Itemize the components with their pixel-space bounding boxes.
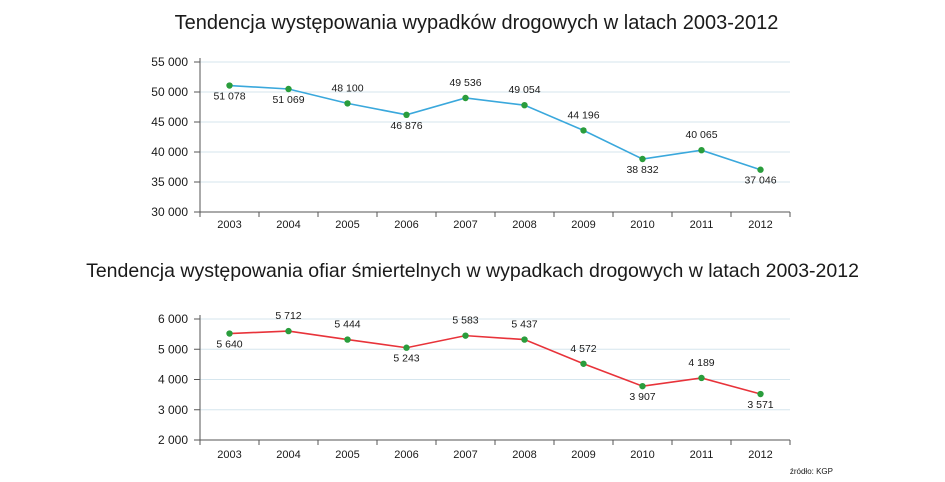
data-label: 4 572 <box>570 343 596 355</box>
y-tick-label: 40 000 <box>151 145 188 159</box>
data-point <box>757 390 764 398</box>
data-label: 48 100 <box>331 82 363 94</box>
data-label: 5 712 <box>275 310 301 322</box>
data-point <box>521 336 528 343</box>
x-tick-label: 2008 <box>512 219 536 231</box>
x-tick-label: 2010 <box>630 449 654 461</box>
data-point <box>403 344 410 351</box>
data-label: 5 444 <box>334 319 360 331</box>
data-label: 44 196 <box>567 109 599 121</box>
source-note: źródło: KGP <box>789 467 833 476</box>
data-point <box>285 85 292 93</box>
x-tick-label: 2007 <box>453 219 477 231</box>
data-point <box>698 374 705 382</box>
data-point <box>698 147 705 154</box>
data-point <box>285 327 292 335</box>
y-tick-label: 4 000 <box>158 373 188 387</box>
series-line <box>229 84 761 171</box>
data-label: 40 065 <box>685 129 717 141</box>
data-point <box>403 111 410 119</box>
data-label: 49 054 <box>508 84 540 96</box>
data-label: 5 243 <box>393 353 419 365</box>
data-label: 3 571 <box>747 399 773 411</box>
x-tick-label: 2009 <box>571 449 595 461</box>
data-label: 51 069 <box>272 94 304 106</box>
y-tick-label: 35 000 <box>151 175 188 189</box>
data-point <box>462 332 469 339</box>
x-tick-label: 2005 <box>335 219 359 231</box>
y-tick-label: 50 000 <box>151 85 188 99</box>
data-label: 4 189 <box>688 357 714 369</box>
data-label: 5 640 <box>216 339 242 351</box>
data-label: 37 046 <box>744 175 776 187</box>
data-label: 5 583 <box>452 315 478 327</box>
data-point <box>521 102 528 109</box>
x-tick-label: 2004 <box>276 449 300 461</box>
data-label: 49 536 <box>449 77 481 89</box>
data-point <box>580 127 587 134</box>
x-tick-label: 2004 <box>276 219 300 231</box>
x-tick-label: 2010 <box>630 219 654 231</box>
data-point <box>757 166 764 173</box>
data-point <box>226 330 233 337</box>
data-point <box>344 336 351 343</box>
series-line <box>229 330 761 395</box>
x-tick-label: 2006 <box>394 449 418 461</box>
y-tick-label: 55 000 <box>151 55 188 69</box>
y-tick-label: 3 000 <box>158 403 188 417</box>
x-tick-label: 2006 <box>394 219 418 231</box>
x-tick-label: 2012 <box>748 219 772 231</box>
data-label: 3 907 <box>629 391 655 403</box>
x-tick-label: 2003 <box>217 219 241 231</box>
data-label: 5 437 <box>511 319 537 331</box>
data-point <box>580 360 587 367</box>
data-point <box>462 94 469 102</box>
data-label: 46 876 <box>390 120 422 132</box>
x-tick-label: 2005 <box>335 449 359 461</box>
y-tick-label: 30 000 <box>151 205 188 219</box>
x-tick-label: 2008 <box>512 449 536 461</box>
y-tick-label: 5 000 <box>158 342 188 356</box>
data-label: 38 832 <box>626 164 658 176</box>
chart-1-title: Tendencja występowania wypadków drogowyc… <box>174 12 779 34</box>
x-tick-label: 2012 <box>748 449 772 461</box>
y-tick-label: 45 000 <box>151 115 188 129</box>
data-point <box>226 82 233 89</box>
x-tick-label: 2003 <box>217 449 241 461</box>
x-tick-label: 2007 <box>453 449 477 461</box>
y-tick-label: 6 000 <box>158 312 188 326</box>
data-point <box>639 155 646 163</box>
data-point <box>639 382 646 390</box>
x-tick-label: 2009 <box>571 219 595 231</box>
x-tick-label: 2011 <box>690 449 714 461</box>
chart-2-title: Tendencja występowania ofiar śmiertelnyc… <box>86 260 859 282</box>
data-point <box>344 100 351 107</box>
data-label: 51 078 <box>213 91 245 103</box>
x-tick-label: 2011 <box>690 219 714 231</box>
y-tick-label: 2 000 <box>158 433 188 447</box>
